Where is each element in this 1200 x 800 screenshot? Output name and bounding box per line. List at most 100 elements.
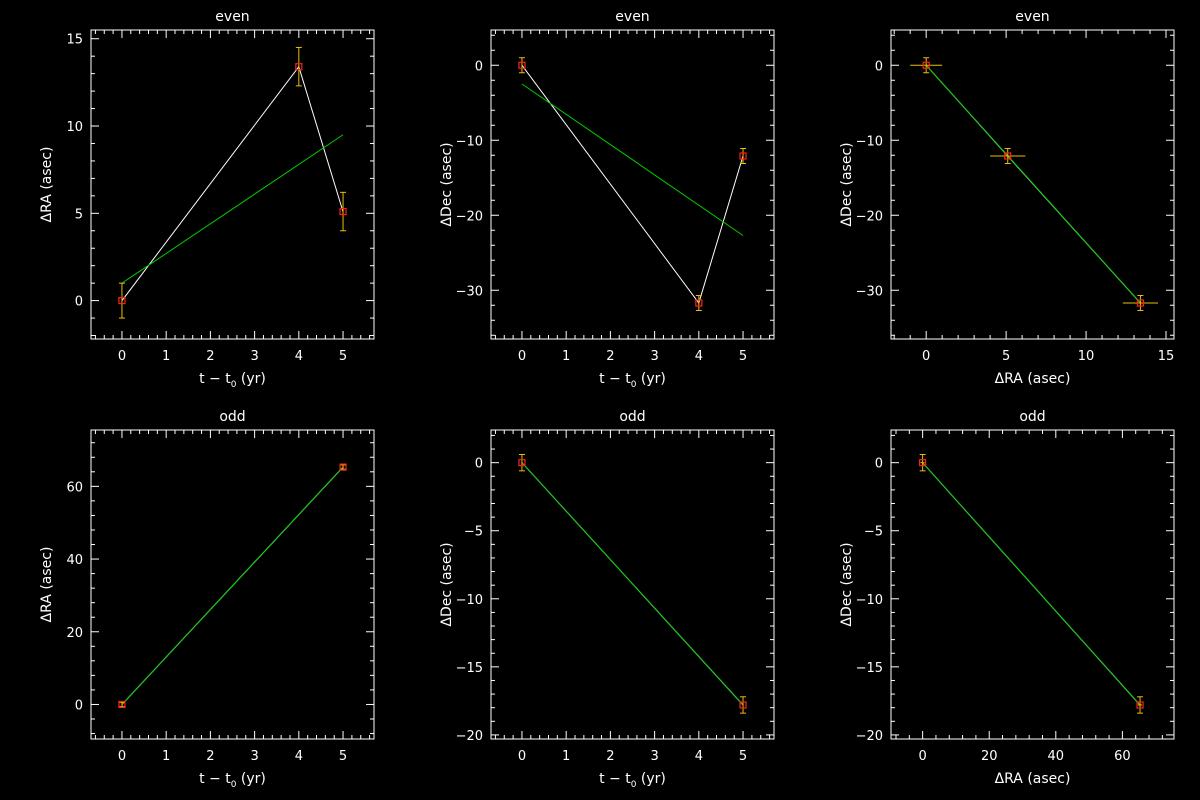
y-tick-label: −20: [856, 209, 883, 224]
chart-title: odd: [1019, 409, 1045, 425]
data-line: [521, 65, 744, 305]
x-tick-label: 3: [650, 749, 658, 764]
x-tick-label: 1: [162, 749, 170, 764]
panel-6: 0 20 40 60 −20 −15 −10 −5 0 odd ΔRA (asec) ΔDec (as…: [839, 409, 1175, 787]
x-tick-label: 5: [739, 749, 747, 764]
x-tick-label: 3: [650, 349, 658, 364]
y-tick-label: −15: [856, 661, 883, 676]
x-tick-label: 0: [518, 749, 526, 764]
x-tick-label: 4: [695, 349, 703, 364]
x-tick-label: 1: [162, 349, 170, 364]
x-tick-label: 5: [739, 349, 747, 364]
data-point-marker: [339, 207, 347, 216]
y-tick-label: −20: [856, 729, 883, 744]
y-axis-label: ΔRA (asec): [39, 547, 55, 623]
y-tick-label: −10: [856, 134, 883, 149]
chart-title: even: [615, 9, 649, 25]
y-tick-label: 5: [75, 207, 83, 222]
panel-5: 0 1 2 3 4 5 −20 −15 −10 −5 0 odd t − t0 (yr) ΔDec (as…: [439, 409, 775, 790]
axes-frame: [490, 29, 775, 340]
x-tick-label: 15: [1158, 349, 1175, 364]
fit-line: [521, 83, 744, 236]
data-point-marker: [1136, 701, 1144, 709]
x-tick-label: 4: [295, 349, 303, 364]
y-tick-label: 0: [875, 59, 883, 74]
y-tick-label: 0: [75, 295, 83, 310]
y-axis-label: ΔDec (asec): [439, 542, 455, 626]
panel-2: 0 1 2 3 4 5 −30 −20 −10 0 even t − t0 (yr) ΔDec (ase…: [439, 9, 775, 390]
y-tick-label: 15: [66, 33, 83, 48]
data-point-marker: [919, 459, 927, 467]
y-tick-label: 0: [475, 59, 483, 74]
y-tick-label: −5: [464, 525, 483, 540]
x-tick-label: 10: [1078, 349, 1095, 364]
chart-title: even: [1015, 9, 1049, 25]
data-point-marker: [739, 152, 747, 160]
chart-title: odd: [219, 409, 245, 425]
x-tick-label: 4: [695, 749, 703, 764]
axes-frame: [490, 429, 775, 740]
data-point-marker: [1004, 152, 1012, 160]
chart-title: odd: [619, 409, 645, 425]
x-tick-label: 2: [206, 349, 214, 364]
y-tick-label: −20: [456, 729, 483, 744]
data-point-marker: [1136, 299, 1145, 307]
y-axis-label: ΔRA (asec): [39, 147, 55, 223]
fit-line: [521, 462, 744, 706]
x-tick-label: 40: [1048, 749, 1065, 764]
x-tick-label: 2: [606, 749, 614, 764]
fit-line: [121, 466, 344, 705]
y-axis-label: ΔDec (asec): [839, 542, 855, 626]
axes-frame: [90, 29, 375, 340]
x-tick-label: 0: [118, 349, 126, 364]
y-tick-label: −15: [456, 661, 483, 676]
panel-4: 0 1 2 3 4 5 0 20 40 60 odd t − t0 (yr) ΔRA (asec): [39, 409, 375, 790]
fit-line: [922, 462, 1141, 706]
data-line: [121, 65, 344, 301]
x-axis-label: ΔRA (asec): [995, 371, 1071, 387]
y-tick-label: 0: [875, 457, 883, 472]
y-tick-label: −30: [456, 284, 483, 299]
data-point-marker: [118, 700, 126, 709]
x-axis-label: t − t0 (yr): [599, 771, 666, 790]
chart-title: even: [215, 9, 249, 25]
y-tick-label: 0: [475, 457, 483, 472]
y-tick-label: 60: [66, 480, 83, 495]
data-point-marker: [739, 701, 747, 709]
panel-1: 0 1 2 3 4 5 0 5 10 15 even t − t0 (yr) ΔRA (asec): [39, 9, 375, 390]
x-tick-label: 0: [518, 349, 526, 364]
y-tick-label: −10: [456, 134, 483, 149]
x-tick-label: 2: [206, 749, 214, 764]
x-axis-label: ΔRA (asec): [995, 771, 1071, 787]
y-axis-label: ΔDec (asec): [439, 142, 455, 226]
x-tick-label: 4: [295, 749, 303, 764]
x-tick-label: 1: [562, 749, 570, 764]
axes-frame: [890, 29, 1175, 340]
x-tick-label: 20: [981, 749, 998, 764]
y-tick-label: −5: [864, 525, 883, 540]
y-axis-label: ΔDec (asec): [839, 142, 855, 226]
data-point-marker: [922, 61, 930, 69]
data-point-marker: [118, 296, 126, 305]
fit-line: [121, 134, 344, 284]
data-point-marker: [339, 463, 347, 471]
x-axis-label: t − t0 (yr): [199, 771, 266, 790]
x-axis-label: t − t0 (yr): [599, 371, 666, 390]
y-tick-label: −20: [456, 209, 483, 224]
x-tick-label: 0: [118, 749, 126, 764]
y-tick-label: 20: [66, 626, 83, 641]
x-tick-label: 60: [1114, 749, 1131, 764]
x-tick-label: 3: [250, 349, 258, 364]
x-tick-label: 3: [250, 749, 258, 764]
x-tick-label: 0: [922, 349, 930, 364]
fit-line: [925, 64, 1141, 304]
y-tick-label: −10: [456, 593, 483, 608]
x-axis-label: t − t0 (yr): [199, 371, 266, 390]
y-tick-label: 40: [66, 553, 83, 568]
x-tick-label: 5: [339, 749, 347, 764]
panel-3: 0 5 10 15 −30 −20 −10 0 even ΔRA (asec) ΔDec (asec…: [839, 9, 1175, 387]
x-tick-label: 0: [918, 749, 926, 764]
x-tick-label: 1: [562, 349, 570, 364]
axes-frame: [90, 429, 375, 740]
